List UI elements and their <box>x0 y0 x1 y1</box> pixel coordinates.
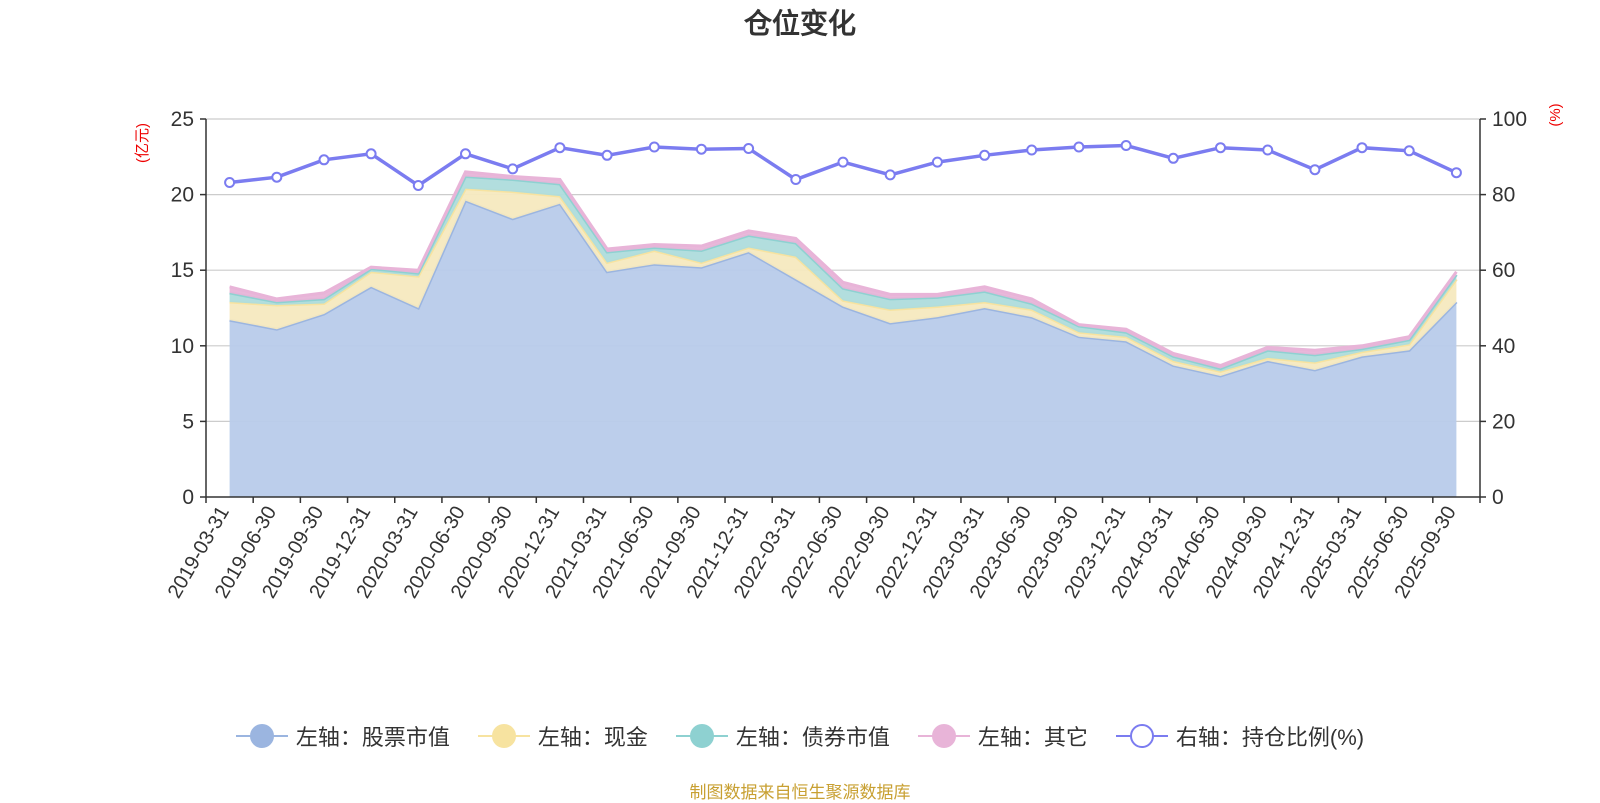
ratio-point[interactable] <box>1073 141 1085 153</box>
ratio-point[interactable] <box>837 156 849 168</box>
legend-symbol-icon <box>917 724 970 748</box>
left-tick-label: 10 <box>171 335 194 358</box>
ratio-point[interactable] <box>695 143 707 155</box>
ratio-point[interactable] <box>224 177 236 188</box>
ratio-point[interactable] <box>979 149 991 161</box>
legend-symbol-icon <box>477 724 530 748</box>
ratio-point[interactable] <box>318 154 330 166</box>
ratio-point[interactable] <box>365 148 377 160</box>
left-tick-label: 15 <box>171 259 194 282</box>
legend-item-4[interactable]: 右轴：持仓比例(%) <box>1115 720 1365 752</box>
ratio-point[interactable] <box>884 169 896 181</box>
legend-item-2[interactable]: 左轴：债券市值 <box>675 720 890 752</box>
ratio-point[interactable] <box>271 171 283 183</box>
right-tick-label: 0 <box>1492 486 1504 509</box>
source-note: 制图数据来自恒生聚源数据库 <box>689 783 911 802</box>
ratio-point[interactable] <box>460 148 471 160</box>
legend-symbol-icon <box>1115 724 1168 748</box>
ratio-line <box>224 140 1462 191</box>
left-axis-unit: (亿元) <box>134 123 151 163</box>
ratio-point[interactable] <box>1403 145 1415 157</box>
area-edge-3 <box>229 170 1458 368</box>
ratio-point[interactable] <box>931 156 943 168</box>
right-axis-unit: (%) <box>1547 103 1564 126</box>
legend-label: 左轴：其它 <box>977 725 1088 750</box>
legend-item-3[interactable]: 左轴：其它 <box>917 720 1088 752</box>
stacked-areas <box>229 170 1458 497</box>
ratio-point[interactable] <box>1450 167 1462 179</box>
legend-label: 右轴：持仓比例(%) <box>1175 725 1365 750</box>
legend-label: 左轴：股票市值 <box>295 725 450 750</box>
ratio-point[interactable] <box>790 174 802 185</box>
left-tick-label: 0 <box>182 486 194 509</box>
left-tick-label: 5 <box>182 410 194 433</box>
area-0 <box>229 200 1457 497</box>
right-tick-label: 40 <box>1492 335 1515 358</box>
legend-label: 左轴：债券市值 <box>735 725 890 750</box>
ratio-point[interactable] <box>648 141 660 153</box>
ratio-point[interactable] <box>554 142 566 154</box>
ratio-point[interactable] <box>507 163 519 175</box>
legend-item-0[interactable]: 左轴：股票市值 <box>235 720 450 752</box>
legend-label: 左轴：现金 <box>537 725 648 750</box>
right-tick-label: 80 <box>1492 184 1515 207</box>
ratio-point[interactable] <box>1262 144 1274 156</box>
ratio-point[interactable] <box>1026 144 1038 156</box>
ratio-point[interactable] <box>601 149 613 161</box>
left-tick-label: 25 <box>171 108 194 131</box>
ratio-point[interactable] <box>412 180 424 191</box>
legend-symbol-icon <box>675 724 728 748</box>
legend: 左轴：股票市值 左轴：现金 左轴：债券市值 左轴：其它 右轴：持仓比例(%) <box>0 720 1600 752</box>
legend-item-1[interactable]: 左轴：现金 <box>477 720 648 752</box>
ratio-point[interactable] <box>1356 142 1368 154</box>
right-tick-label: 20 <box>1492 410 1515 433</box>
right-tick-label: 100 <box>1492 108 1527 131</box>
chart-title: 仓位变化 <box>744 7 856 39</box>
ratio-point[interactable] <box>1215 142 1226 154</box>
ratio-point[interactable] <box>1120 140 1132 151</box>
ratio-point[interactable] <box>1167 152 1179 164</box>
ratio-point[interactable] <box>1309 164 1321 176</box>
legend-symbol-icon <box>235 724 288 748</box>
left-tick-label: 20 <box>171 184 194 207</box>
right-tick-label: 60 <box>1492 259 1515 282</box>
ratio-point[interactable] <box>743 143 755 154</box>
